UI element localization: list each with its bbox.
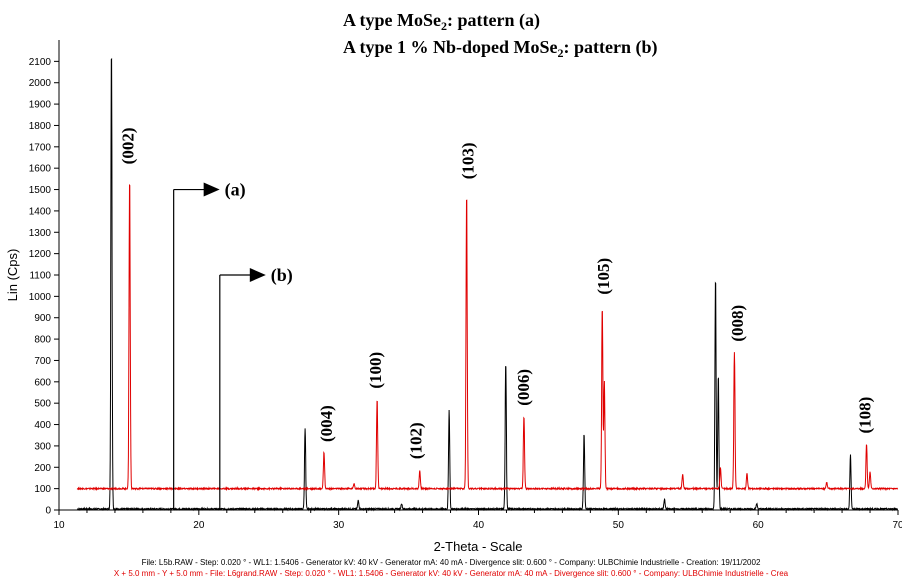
xrd-chart: A type MoSe2: pattern (a) A type 1 % Nb-d… <box>5 10 902 554</box>
y-tick-label: 100 <box>34 484 51 495</box>
chart-title: A type MoSe2: pattern (a) A type 1 % Nb-d… <box>343 10 658 60</box>
peak-label: (102) <box>407 422 426 459</box>
y-tick-label: 1500 <box>29 185 52 196</box>
y-tick-label: 200 <box>34 463 51 474</box>
peak-label: (105) <box>594 258 613 295</box>
peak-label: (108) <box>855 397 874 434</box>
peak-label: (002) <box>119 127 138 164</box>
y-tick-label: 1600 <box>29 164 52 175</box>
series-line-b <box>76 183 899 492</box>
y-axis-label: Lin (Cps) <box>5 249 20 302</box>
series-layer <box>76 57 899 512</box>
title-line: A type MoSe2: pattern (a) <box>343 10 540 33</box>
x-tick-label: 70 <box>892 520 902 531</box>
x-tick-label: 20 <box>193 520 205 531</box>
y-tick-label: 500 <box>34 399 51 410</box>
y-tick-label: 900 <box>34 313 51 324</box>
marker-label: (b) <box>271 265 293 286</box>
peak-label: (006) <box>514 369 533 406</box>
y-tick-label: 1300 <box>29 228 52 239</box>
x-tick-label: 50 <box>613 520 625 531</box>
peak-labels: (002) (004) (100) (102) (103) (006) (105) (008)… <box>119 127 875 459</box>
y-tick-label: 1100 <box>29 271 51 282</box>
y-tick-label: 1900 <box>29 100 52 111</box>
x-tick-label: 60 <box>753 520 765 531</box>
peak-label: (100) <box>366 352 385 389</box>
y-tick-label: 0 <box>45 506 51 517</box>
marker-label: (a) <box>225 180 246 201</box>
y-tick-label: 1800 <box>29 121 52 132</box>
peak-label: (103) <box>458 142 477 179</box>
footer-line-2: X + 5.0 mm - Y + 5.0 mm - File: L6grand.… <box>113 569 789 578</box>
y-tick-label: 2000 <box>29 78 52 89</box>
y-tick-label: 400 <box>34 420 51 431</box>
x-tick-label: 40 <box>473 520 485 531</box>
arrow-icon <box>203 182 220 197</box>
y-tick-label: 2100 <box>29 57 52 68</box>
peak-label: (004) <box>317 405 336 442</box>
title-line: A type 1 % Nb-doped MoSe2: pattern (b) <box>343 37 658 60</box>
peak-label: (008) <box>728 305 747 342</box>
x-axis-label: 2-Theta - Scale <box>434 539 523 554</box>
pattern-markers: (a) (b) <box>173 180 293 510</box>
y-tick-label: 700 <box>34 356 51 367</box>
y-tick-label: 1200 <box>29 249 52 260</box>
footer-line-1: File: L5b.RAW - Step: 0.020 ° - WL1: 1.5… <box>141 558 761 567</box>
series-line-a <box>77 57 898 512</box>
axes: 10 20 30 40 50 60 7001002003004005006007008009… <box>29 40 902 531</box>
arrow-icon <box>249 268 266 282</box>
x-tick-label: 30 <box>333 520 345 531</box>
y-tick-label: 1700 <box>29 142 52 153</box>
y-tick-label: 600 <box>34 377 51 388</box>
y-tick-label: 1000 <box>29 292 52 303</box>
y-tick-label: 800 <box>34 335 51 346</box>
y-tick-label: 300 <box>34 441 51 452</box>
x-tick-label: 10 <box>53 520 65 531</box>
y-tick-label: 1400 <box>29 206 52 217</box>
